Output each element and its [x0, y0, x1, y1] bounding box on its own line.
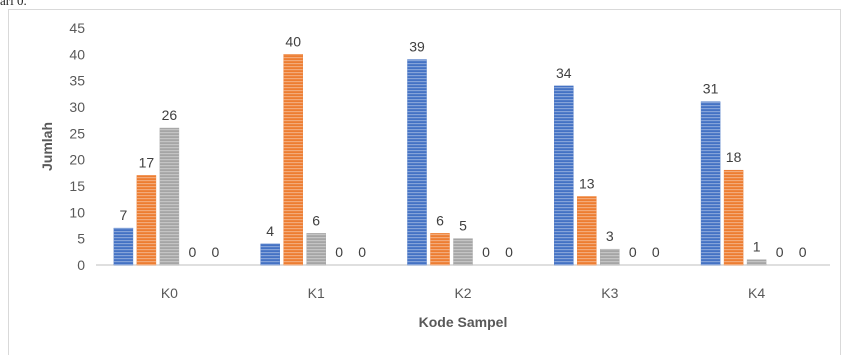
x-axis-title: Kode Sampel	[419, 314, 508, 330]
data-label: 0	[358, 244, 366, 260]
bar-texture	[113, 228, 133, 265]
data-label: 17	[139, 154, 155, 170]
bar-texture	[407, 59, 427, 265]
data-label: 7	[120, 207, 128, 223]
bar-texture	[306, 233, 326, 265]
y-tick-label: 40	[69, 46, 85, 62]
x-tick-label: K0	[161, 285, 178, 301]
bar-texture	[260, 243, 280, 265]
y-tick-label: 35	[69, 73, 85, 89]
data-label: 0	[335, 244, 343, 260]
x-tick-label: K4	[748, 285, 765, 301]
bar-texture	[577, 196, 597, 265]
data-label: 0	[505, 244, 513, 260]
data-label: 4	[266, 223, 274, 239]
data-label: 0	[482, 244, 490, 260]
data-label: 0	[212, 244, 220, 260]
y-axis: 0 5 10 15 20 25 30 35 40 45	[69, 20, 85, 273]
bar-texture	[554, 85, 574, 265]
bar-texture	[747, 259, 767, 265]
bar-texture	[453, 238, 473, 265]
page-text-fragment: ari 0.	[0, 0, 27, 8]
data-label: 6	[436, 212, 444, 228]
y-axis-title: Jumlah	[39, 122, 55, 171]
data-label: 0	[776, 244, 784, 260]
y-tick-label: 5	[77, 231, 85, 247]
bar-texture	[724, 170, 744, 265]
data-label: 1	[753, 239, 761, 255]
data-label: 0	[629, 244, 637, 260]
bar-texture	[159, 128, 179, 265]
data-label: 26	[162, 107, 178, 123]
data-label: 40	[285, 33, 301, 49]
x-axis: K0 K1 K2 K3 K4	[96, 264, 830, 301]
data-label: 0	[189, 244, 197, 260]
data-label: 34	[556, 65, 572, 81]
data-label: 0	[799, 244, 807, 260]
y-tick-label: 20	[69, 152, 85, 168]
bar-texture	[600, 249, 620, 265]
data-label: 5	[459, 218, 467, 234]
bar-texture	[701, 101, 721, 265]
y-tick-label: 45	[69, 20, 85, 36]
y-tick-label: 15	[69, 178, 85, 194]
bar-texture	[136, 175, 156, 265]
y-tick-label: 0	[77, 257, 85, 273]
data-label: 0	[652, 244, 660, 260]
data-label: 31	[703, 81, 719, 97]
data-label: 39	[409, 39, 425, 55]
data-label: 18	[726, 149, 742, 165]
y-tick-label: 30	[69, 99, 85, 115]
x-tick-label: K2	[454, 285, 471, 301]
x-tick-label: K1	[308, 285, 325, 301]
y-tick-label: 25	[69, 125, 85, 141]
bars	[113, 54, 767, 266]
bar-texture	[430, 233, 450, 265]
data-label: 13	[579, 176, 595, 192]
chart-frame	[8, 9, 841, 355]
y-tick-label: 10	[69, 204, 85, 220]
data-label: 6	[312, 212, 320, 228]
x-tick-label: K3	[601, 285, 618, 301]
bar-texture	[283, 54, 303, 266]
data-label: 3	[606, 228, 614, 244]
